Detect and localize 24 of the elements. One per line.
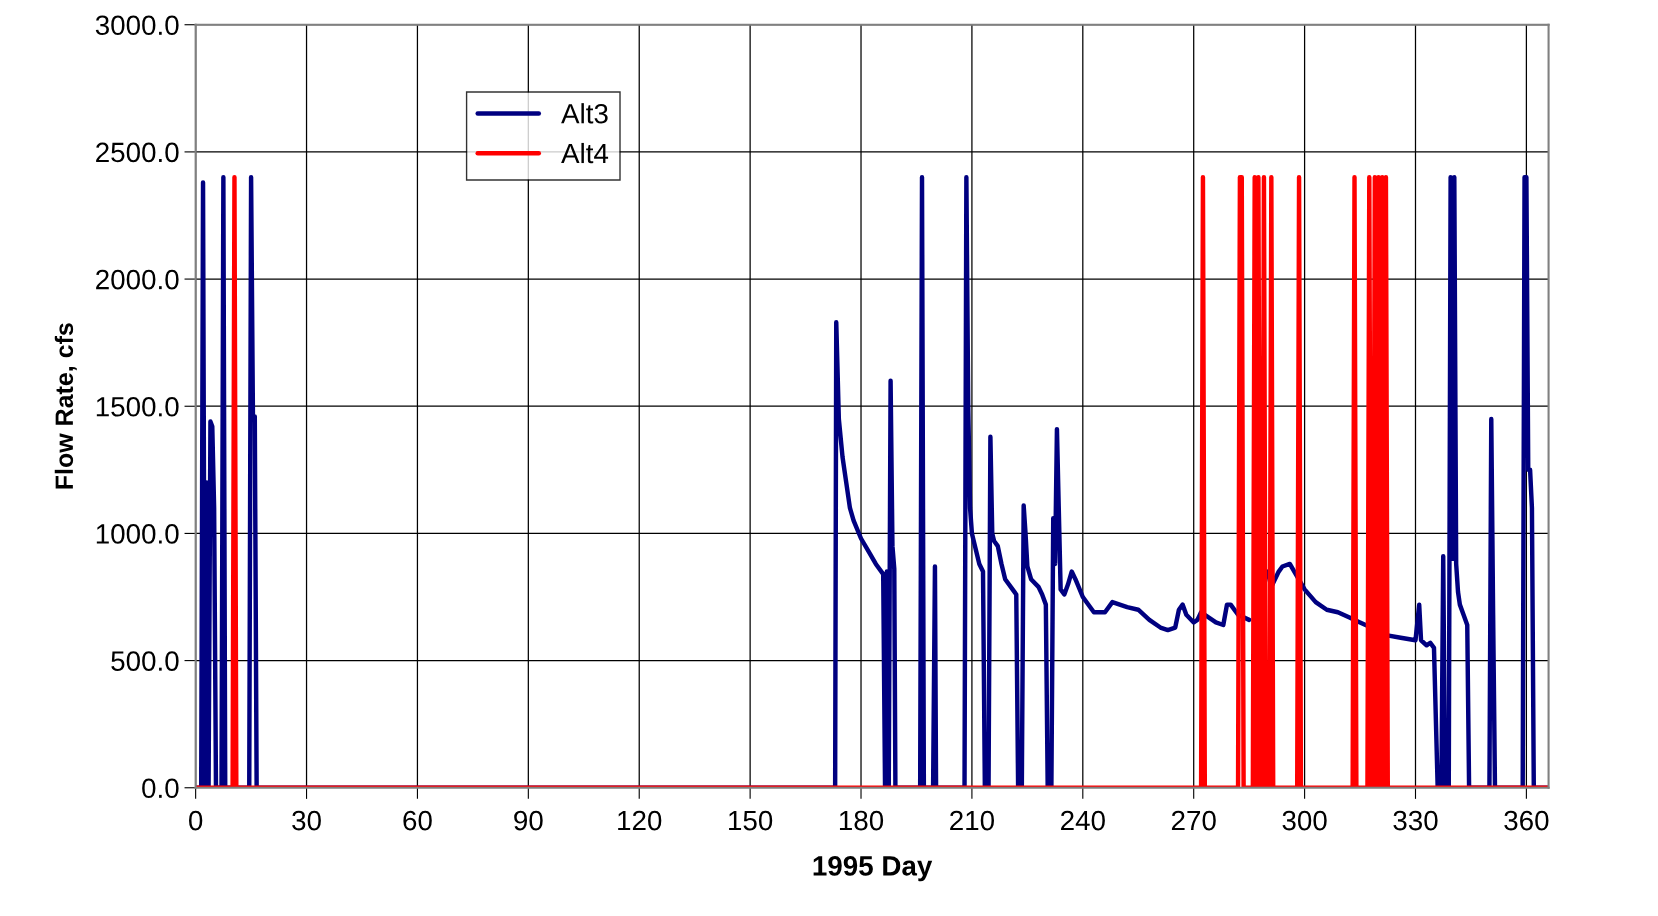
x-tick-label: 0 xyxy=(189,810,203,831)
x-tick-label: 180 xyxy=(839,810,884,831)
y-tick-label: 1000.0 xyxy=(96,524,179,544)
y-tick-label: 0.0 xyxy=(142,778,179,799)
x-tick-label: 90 xyxy=(514,810,543,831)
legend-label: Alt3 xyxy=(561,103,608,124)
x-tick-label: 330 xyxy=(1393,810,1438,831)
x-tick-label: 120 xyxy=(618,810,662,831)
x-tick-label: 300 xyxy=(1282,810,1327,831)
x-tick-label: 150 xyxy=(729,810,773,831)
x-tick-label: 240 xyxy=(1061,810,1105,831)
y-axis-title: Flow Rate, cfs xyxy=(54,323,77,489)
x-axis-title: 1995 Day xyxy=(813,856,933,882)
y-tick-label: 2500.0 xyxy=(96,142,179,163)
x-tick-label: 60 xyxy=(403,810,432,831)
x-tick-label: 210 xyxy=(950,810,994,831)
y-tick-label: 2000.0 xyxy=(96,269,179,290)
x-tick-label: 360 xyxy=(1504,810,1549,831)
y-tick-label: 1500.0 xyxy=(96,396,179,417)
x-tick-label: 30 xyxy=(292,810,321,831)
y-tick-label: 500.0 xyxy=(111,651,179,671)
x-tick-label: 270 xyxy=(1171,810,1216,831)
legend-label: Alt4 xyxy=(561,142,609,164)
y-tick-label: 3000.0 xyxy=(95,15,179,36)
